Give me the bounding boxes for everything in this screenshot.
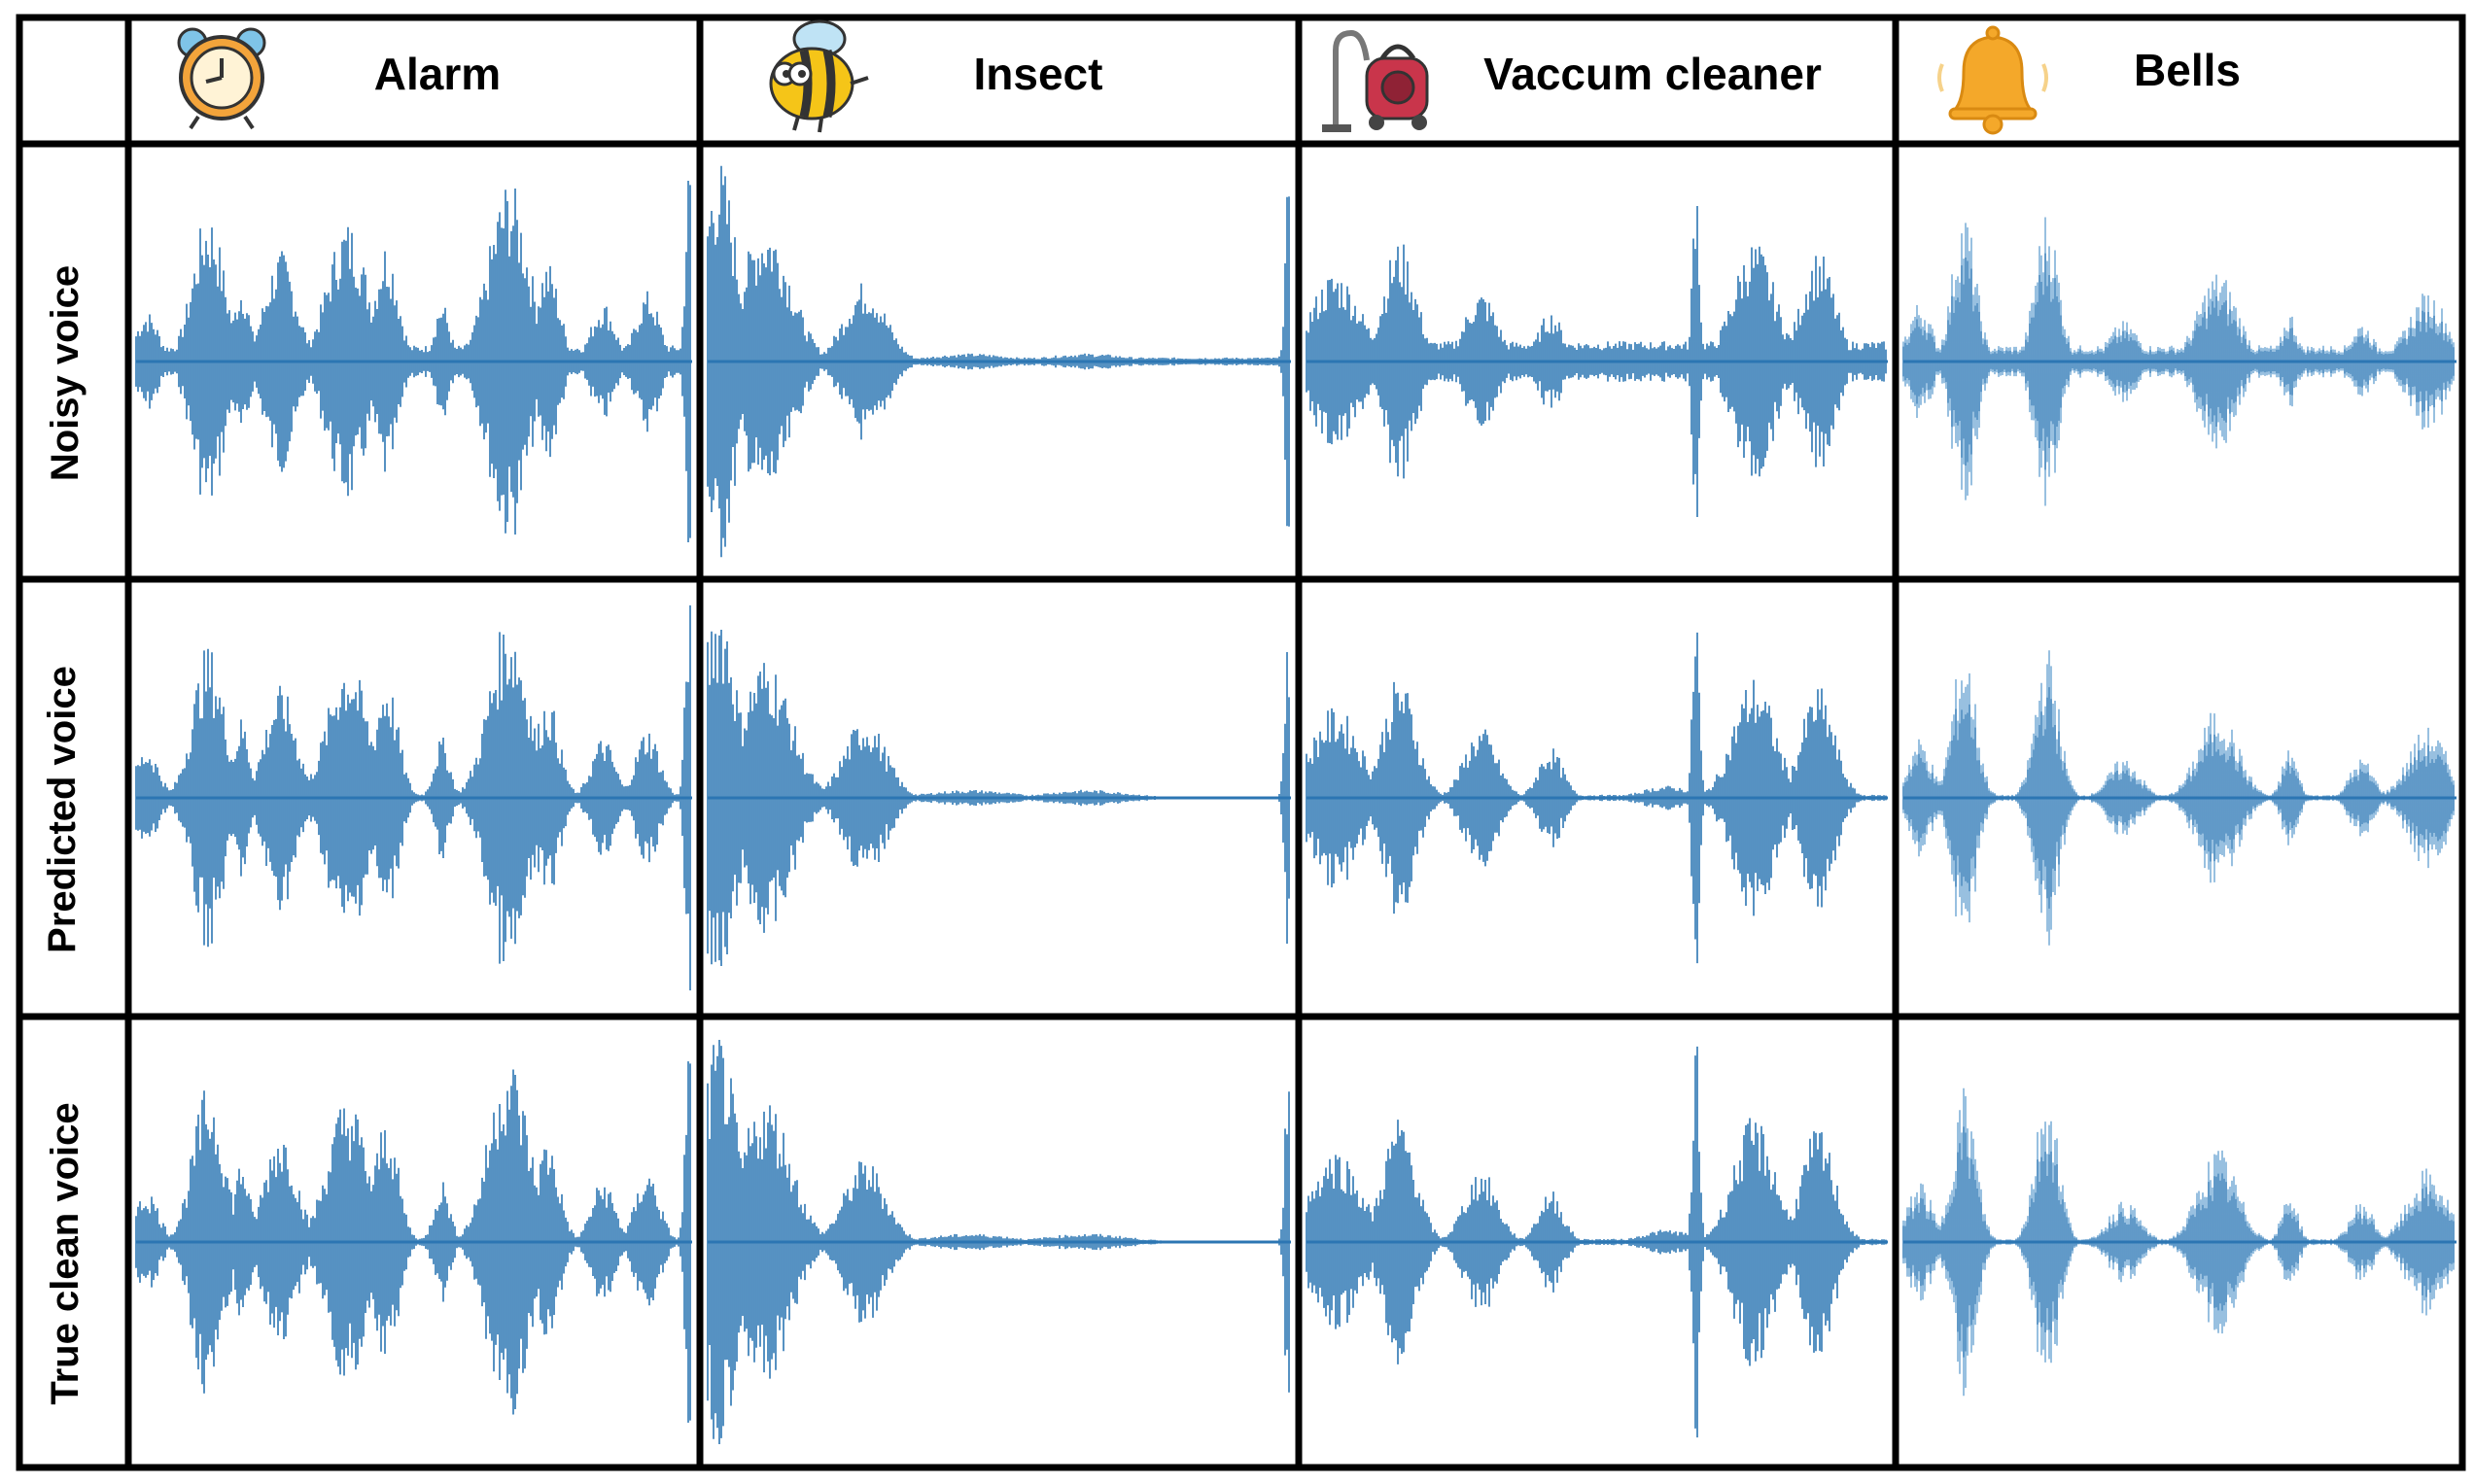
waveform-clean-vacuum xyxy=(1306,1046,1888,1438)
waveform-noisy-alarm xyxy=(135,181,692,542)
row-title-clean: True clean voice xyxy=(44,1102,87,1404)
header-alarm: Alarm xyxy=(177,27,501,130)
vacuum-cleaner-icon xyxy=(1322,30,1429,132)
waveform-predicted-vacuum xyxy=(1306,632,1888,964)
waveform-clean-insect xyxy=(707,1040,1291,1444)
row-title-predicted: Predicted voice xyxy=(41,666,84,953)
column-title-vacuum: Vaccum cleaner xyxy=(1483,49,1822,99)
column-title-bells: Bells xyxy=(2134,45,2241,95)
grid-border xyxy=(16,14,2466,1471)
waveform-noisy-bells xyxy=(1902,217,2457,506)
waveform-noisy-vacuum xyxy=(1306,206,1888,517)
header-bells: Bells xyxy=(1937,25,2241,135)
column-title-alarm: Alarm xyxy=(374,49,501,99)
alarm-clock-icon xyxy=(177,27,266,130)
bell-icon xyxy=(1937,25,2048,135)
bee-icon xyxy=(769,19,869,133)
header-insect: Insect xyxy=(769,19,1103,133)
waveform-clean-alarm xyxy=(135,1061,692,1423)
header-vacuum: Vaccum cleaner xyxy=(1322,30,1822,132)
waveform-predicted-insect xyxy=(707,630,1291,966)
row-title-noisy: Noisy voice xyxy=(44,265,87,481)
waveform-predicted-bells xyxy=(1902,650,2457,946)
waveform-predicted-alarm xyxy=(135,604,692,991)
grid-lines xyxy=(16,14,2466,1471)
waveform-noisy-insect xyxy=(707,165,1291,558)
column-title-insect: Insect xyxy=(974,49,1103,99)
waveform-clean-bells xyxy=(1902,1087,2457,1397)
